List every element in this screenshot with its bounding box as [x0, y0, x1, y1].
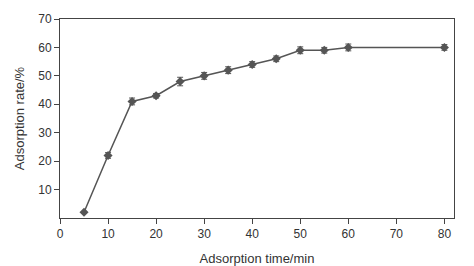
svg-text:60: 60: [342, 227, 356, 241]
svg-text:50: 50: [294, 227, 308, 241]
svg-text:50: 50: [38, 69, 52, 83]
svg-text:80: 80: [438, 227, 452, 241]
svg-text:20: 20: [149, 227, 163, 241]
svg-text:Adsorption rate/%: Adsorption rate/%: [12, 66, 27, 170]
svg-text:30: 30: [38, 126, 52, 140]
svg-text:60: 60: [38, 41, 52, 55]
svg-text:10: 10: [101, 227, 115, 241]
svg-text:20: 20: [38, 154, 52, 168]
svg-text:70: 70: [390, 227, 404, 241]
svg-text:70: 70: [38, 12, 52, 26]
svg-text:40: 40: [38, 97, 52, 111]
svg-text:0: 0: [57, 227, 64, 241]
svg-text:30: 30: [197, 227, 211, 241]
svg-text:Adsorption time/min: Adsorption time/min: [200, 251, 315, 266]
svg-text:10: 10: [38, 183, 52, 197]
svg-text:40: 40: [246, 227, 260, 241]
